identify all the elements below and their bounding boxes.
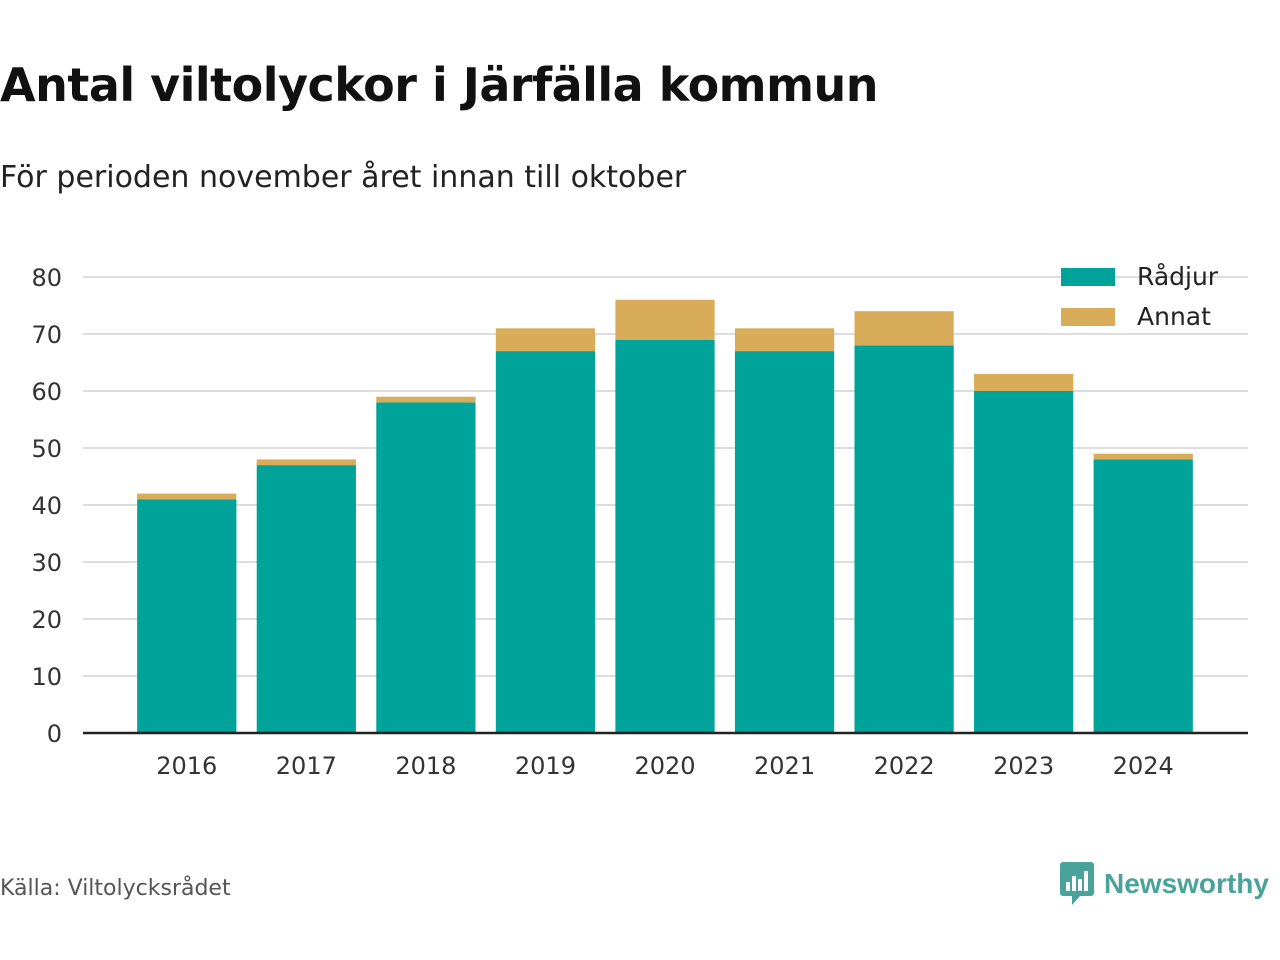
bar-radjur-2020 [615,339,715,733]
bar-radjur-2023 [974,391,1074,733]
legend-label: Annat [1137,302,1211,331]
bar-radjur-2018 [376,402,476,733]
bar-radjur-2016 [137,499,237,733]
bar-annat-2017 [256,459,356,466]
legend-swatch [1061,308,1115,326]
legend: Rådjur Annat [1061,262,1219,331]
x-axis-ticks: 2016 2017 2018 2019 2020 2021 2022 2023 2024 [156,752,1174,780]
bar-annat-2018 [376,396,476,403]
bar-radjur-2021 [734,351,835,733]
brand-logo: Newsworthy [1060,862,1269,906]
y-tick-label: 40 [31,492,62,520]
bars [137,299,1193,733]
bar-radjur-2024 [1093,459,1193,733]
bar-annat-2023 [974,373,1074,391]
bar-annat-2016 [137,493,237,500]
y-tick-label: 50 [31,435,62,463]
y-tick-label: 10 [31,663,62,691]
x-tick-label: 2023 [993,752,1054,780]
source-note: Källa: Viltolycksrådet [0,876,231,901]
y-tick-label: 70 [31,321,62,349]
x-tick-label: 2024 [1113,752,1174,780]
legend-label: Rådjur [1137,262,1219,291]
y-tick-label: 0 [47,720,62,748]
x-tick-label: 2021 [754,752,815,780]
bar-annat-2020 [615,299,715,340]
chart-subtitle: För perioden november året innan till ok… [0,160,687,195]
brand-name: Newsworthy [1104,868,1269,899]
x-tick-label: 2020 [634,752,695,780]
x-tick-label: 2019 [515,752,576,780]
y-tick-label: 30 [31,549,62,577]
bar-chart-speech-bubble-icon [1060,862,1094,905]
x-tick-label: 2018 [395,752,456,780]
x-tick-label: 2016 [156,752,217,780]
chart-title: Antal viltolyckor i Järfälla kommun [0,58,879,112]
bar-annat-2024 [1093,453,1193,460]
bar-radjur-2019 [495,351,596,733]
legend-swatch [1061,268,1115,286]
bar-radjur-2022 [854,345,954,733]
y-tick-label: 60 [31,378,62,406]
x-tick-label: 2022 [874,752,935,780]
bar-radjur-2017 [256,465,356,733]
y-tick-label: 80 [31,264,62,292]
x-tick-label: 2017 [276,752,337,780]
bar-annat-2019 [495,328,596,352]
y-tick-label: 20 [31,606,62,634]
bar-annat-2021 [734,328,835,352]
bar-annat-2022 [854,311,954,346]
y-axis-ticks: 0 10 20 30 40 50 60 70 80 [31,264,62,748]
